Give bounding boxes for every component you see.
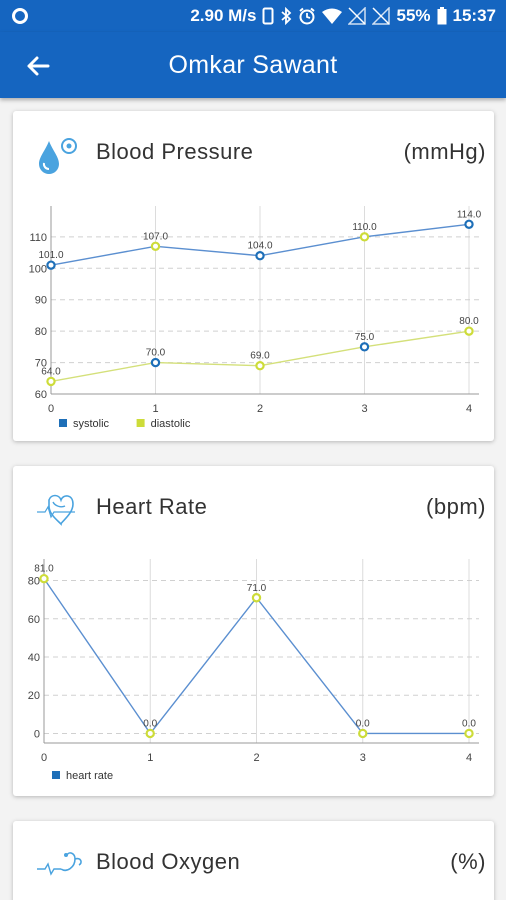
blood-oxygen-card[interactable]: Blood Oxygen (%) xyxy=(13,821,494,900)
legend-label: diastolic xyxy=(151,418,191,430)
diastolic-data-label: 69.0 xyxy=(250,351,270,362)
legend-swatch xyxy=(52,771,60,779)
card-unit: (mmHg) xyxy=(403,139,486,164)
stethoscope-icon xyxy=(37,852,82,876)
bluetooth-icon xyxy=(281,7,292,25)
notification-icon xyxy=(12,8,28,24)
heart-rate-point xyxy=(464,728,474,739)
page-title: Omkar Sawant xyxy=(168,51,338,79)
diastolic-point xyxy=(46,376,56,387)
diastolic-data-label: 75.0 xyxy=(355,332,375,343)
systolic-data-label: 107.0 xyxy=(143,231,168,242)
y-tick-label: 60 xyxy=(35,389,47,401)
y-tick-label: 80 xyxy=(28,576,40,588)
x-tick-label: 1 xyxy=(147,752,153,764)
diastolic-point xyxy=(359,342,370,352)
battery-percent: 55% xyxy=(396,6,431,25)
x-tick-label: 3 xyxy=(361,403,367,415)
clock: 15:37 xyxy=(452,6,496,25)
x-tick-label: 4 xyxy=(466,752,472,764)
legend-label: systolic xyxy=(73,418,110,430)
systolic-point xyxy=(150,241,161,251)
y-tick-label: 110 xyxy=(29,232,47,244)
legend-label: heart rate xyxy=(66,770,113,782)
heart-rate-point xyxy=(358,728,368,739)
blood-pressure-chart: 60 70 80 90 100 110 0 1 2 3 4 101.0 107.0 104.0 110.0 1… xyxy=(29,206,482,430)
heart-rate-data-label: 0.0 xyxy=(356,718,370,729)
signal-icon-2 xyxy=(372,7,391,25)
y-tick-label: 90 xyxy=(35,295,47,307)
systolic-data-label: 101.0 xyxy=(38,250,63,261)
status-bar: 2.90 M/s 55% 15:37 xyxy=(0,0,506,32)
diastolic-data-label: 70.0 xyxy=(146,348,166,359)
y-tick-label: 80 xyxy=(35,326,47,338)
y-tick-label: 60 xyxy=(28,614,40,626)
arrow-left-icon xyxy=(27,56,50,76)
battery-icon xyxy=(437,7,447,25)
heart-rate-data-label: 0.0 xyxy=(462,718,476,729)
blood-drop-icon xyxy=(39,138,77,174)
legend-swatch xyxy=(59,419,67,427)
systolic-data-label: 110.0 xyxy=(352,222,377,233)
systolic-point xyxy=(46,260,56,270)
legend-swatch xyxy=(136,419,145,427)
card-title: Heart Rate xyxy=(96,494,208,519)
y-tick-label: 0 xyxy=(34,728,40,740)
x-tick-label: 4 xyxy=(466,403,472,415)
systolic-point xyxy=(359,232,370,242)
x-tick-label: 0 xyxy=(41,752,47,764)
x-tick-label: 3 xyxy=(360,752,366,764)
diastolic-data-label: 80.0 xyxy=(459,316,479,327)
systolic-data-label: 114.0 xyxy=(457,209,482,220)
y-tick-label: 40 xyxy=(28,652,40,664)
diastolic-data-label: 64.0 xyxy=(41,366,61,377)
diastolic-point xyxy=(150,357,161,368)
heart-rate-data-label: 0.0 xyxy=(143,718,157,729)
y-tick-label: 70 xyxy=(35,358,47,370)
y-tick-label: 100 xyxy=(29,263,47,275)
phone-icon xyxy=(262,7,274,25)
systolic-point xyxy=(255,251,265,261)
x-tick-label: 2 xyxy=(253,752,259,764)
x-tick-label: 2 xyxy=(257,403,263,415)
heart-rate-point xyxy=(39,573,49,584)
wifi-icon xyxy=(322,8,343,24)
x-tick-label: 0 xyxy=(48,403,54,415)
heart-rate-point xyxy=(251,593,262,603)
alarm-icon xyxy=(299,7,316,25)
back-button[interactable] xyxy=(22,50,54,82)
heart-rate-point xyxy=(145,728,155,739)
heart-rate-card[interactable]: Heart Rate (bpm) 0 20 40 60 80 0 1 2 3 4 81.0 0.0 71… xyxy=(13,466,494,796)
heart-icon xyxy=(37,494,75,526)
diastolic-point xyxy=(255,361,265,371)
heart-rate-chart: 0 20 40 60 80 0 1 2 3 4 81.0 0.0 71.0 0.0 0.0 heart rat… xyxy=(28,559,479,782)
diastolic-point xyxy=(464,326,474,336)
systolic-data-label: 104.0 xyxy=(247,241,272,252)
x-tick-label: 1 xyxy=(152,403,158,415)
signal-icon xyxy=(348,7,367,25)
card-title: Blood Pressure xyxy=(96,139,254,164)
card-title: Blood Oxygen xyxy=(96,849,241,874)
blood-pressure-card[interactable]: Blood Pressure (mmHg) 60 70 80 90 100 110 0 1 2 3… xyxy=(13,111,494,441)
app-bar: Omkar Sawant xyxy=(0,32,506,98)
systolic-point xyxy=(464,219,474,229)
heart-rate-data-label: 71.0 xyxy=(247,583,267,594)
network-speed: 2.90 M/s xyxy=(190,6,257,25)
card-unit: (%) xyxy=(450,849,486,874)
heart-rate-data-label: 81.0 xyxy=(34,564,54,575)
status-indicators: 2.90 M/s 55% 15:37 xyxy=(190,0,496,32)
y-tick-label: 20 xyxy=(28,690,40,702)
card-unit: (bpm) xyxy=(426,494,486,519)
